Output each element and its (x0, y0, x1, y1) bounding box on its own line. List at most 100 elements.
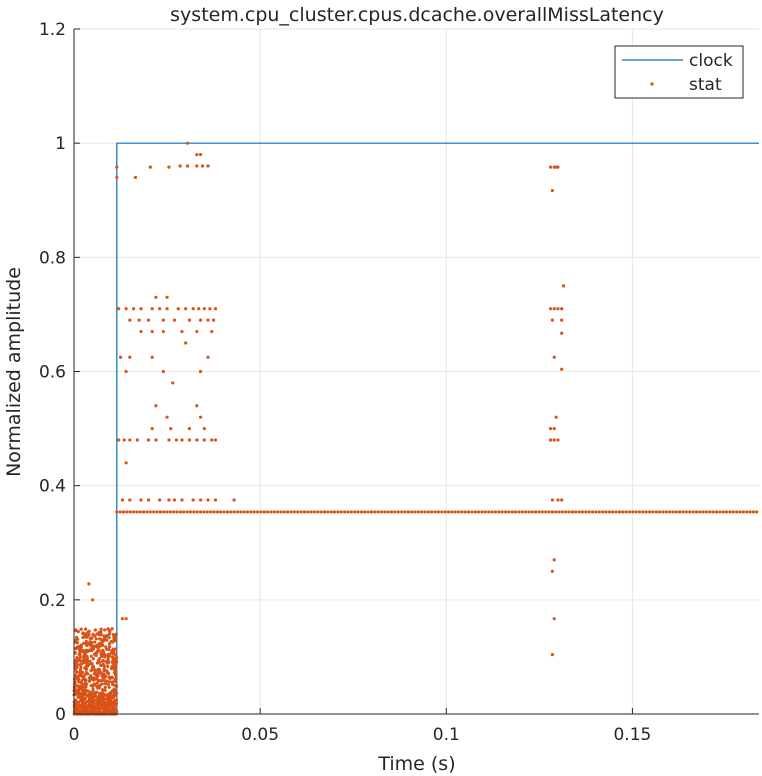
stat-point (84, 705, 89, 709)
stat-point (75, 670, 79, 674)
stat-point (93, 683, 97, 687)
stat-point (117, 307, 121, 311)
stat-point (87, 695, 91, 699)
stat-point (113, 701, 117, 706)
stat-point (120, 617, 124, 621)
y-tick-label: 0.4 (39, 477, 66, 497)
stat-point (550, 569, 554, 573)
stat-point (93, 640, 97, 644)
stat-point (81, 631, 85, 635)
stat-point (75, 700, 80, 704)
stat-point (167, 438, 171, 442)
stat-point (552, 558, 556, 562)
stat-point (124, 617, 128, 621)
stat-point (115, 175, 119, 180)
stat-point (276, 510, 280, 514)
stat-point (80, 704, 85, 708)
stat-point (198, 498, 203, 502)
stat-point (550, 318, 554, 322)
stat-point (423, 510, 427, 514)
stat-point (751, 510, 756, 514)
stat-point (154, 438, 158, 442)
stat-point (513, 510, 518, 514)
stat-point (107, 685, 111, 689)
stat-point (312, 510, 317, 514)
stat-point (527, 510, 531, 514)
stat-point (107, 647, 111, 652)
stat-point (102, 669, 106, 673)
stat-point (460, 510, 464, 514)
x-tick-label: 0.1 (433, 725, 460, 745)
y-tick-label: 0 (55, 705, 66, 725)
stat-point (453, 510, 457, 514)
stat-point (259, 510, 263, 514)
stat-point (180, 329, 184, 334)
stat-point (235, 510, 240, 514)
stat-point (91, 657, 95, 661)
stat-point (88, 700, 92, 704)
stat-point (376, 510, 380, 514)
stat-point (647, 510, 652, 514)
stat-point (349, 510, 353, 514)
stat-point (172, 510, 176, 514)
stat-point (113, 673, 118, 677)
stat-point (84, 685, 88, 689)
stat-point (75, 656, 79, 660)
stat-point (82, 702, 86, 706)
stat-point (165, 307, 169, 311)
stat-point (292, 510, 296, 514)
stat-point (185, 164, 190, 168)
stat-point (556, 165, 560, 169)
stat-point (89, 648, 93, 652)
stat-point (87, 633, 91, 637)
stat-point (400, 510, 404, 514)
stat-point (714, 510, 719, 514)
stat-point (86, 689, 90, 693)
stat-point (81, 695, 85, 699)
stat-point (111, 709, 115, 713)
stat-point (550, 188, 554, 193)
stat-point (560, 307, 564, 311)
stat-point (213, 307, 218, 311)
stat-point (107, 660, 111, 664)
stat-point (111, 656, 115, 661)
stat-point (403, 510, 407, 514)
stat-point (110, 676, 114, 680)
stat-point (107, 628, 111, 632)
stat-point (386, 510, 390, 514)
stat-point (530, 510, 534, 514)
stat-point (161, 369, 165, 374)
stat-point (92, 704, 96, 709)
stat-point (490, 510, 494, 514)
stat-point (97, 656, 101, 661)
stat-point (142, 510, 146, 514)
stat-point (701, 510, 705, 514)
stat-point (93, 644, 97, 648)
stat-point (182, 510, 186, 514)
stat-point (728, 510, 732, 514)
stat-point (165, 415, 169, 419)
stat-point (570, 510, 575, 514)
stat-point (135, 438, 139, 442)
stat-point (89, 654, 93, 658)
stat-point (436, 510, 441, 514)
stat-point (112, 666, 117, 670)
stat-point (175, 510, 179, 514)
stat-point (269, 510, 273, 514)
axes (73, 28, 759, 715)
stat-point (206, 498, 210, 502)
stat-point (363, 510, 367, 514)
stat-point (178, 164, 182, 168)
stat-point (101, 659, 105, 663)
stat-point (322, 510, 327, 514)
stat-point (172, 318, 177, 322)
stat-point (98, 683, 103, 687)
stat-point (84, 635, 88, 639)
legend: clock stat (614, 45, 744, 99)
stat-point (85, 709, 89, 713)
series-stat (72, 141, 759, 716)
stat-point (112, 704, 116, 709)
stat-point (172, 498, 177, 502)
stat-point (103, 702, 107, 706)
stat-point (213, 498, 218, 502)
